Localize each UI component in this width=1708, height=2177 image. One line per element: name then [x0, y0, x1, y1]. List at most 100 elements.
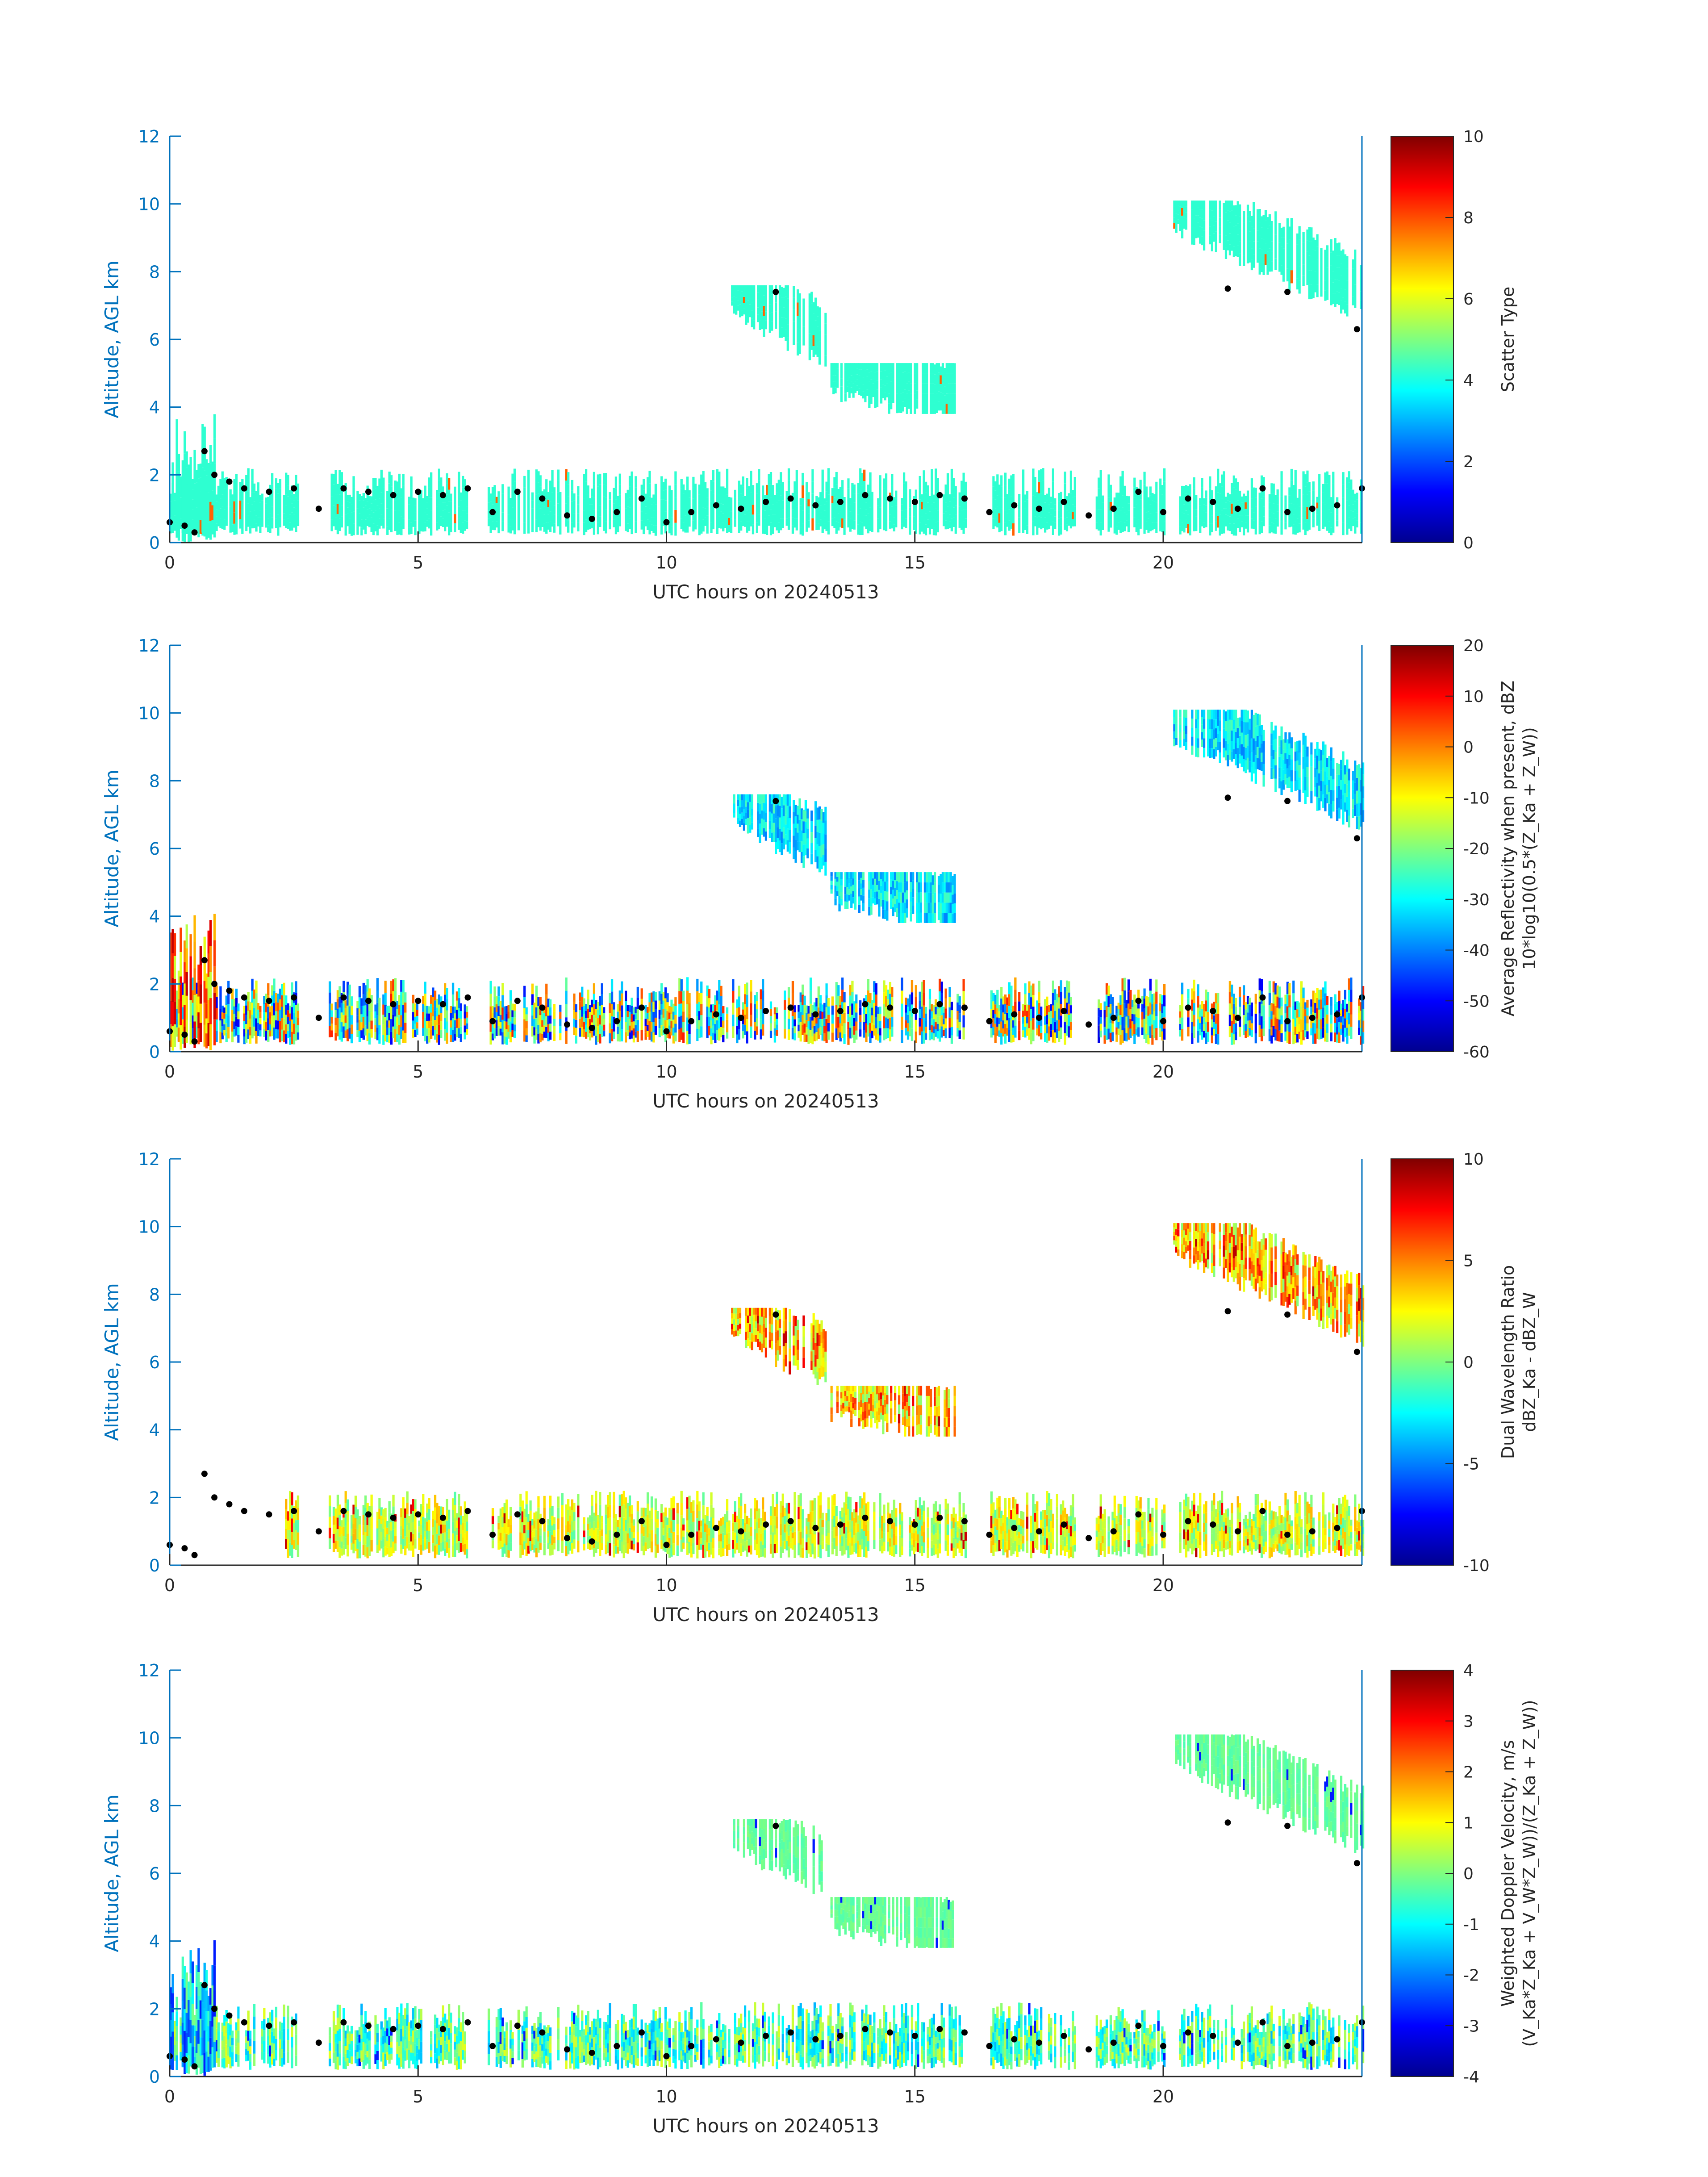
echo-cell — [1135, 1029, 1138, 1036]
echo-cell — [747, 315, 749, 323]
echo-cell — [1197, 1007, 1199, 1020]
echo-cell — [650, 511, 653, 518]
echo-cell — [859, 1029, 862, 1037]
echo-cell — [819, 499, 822, 506]
echo-cell — [799, 1022, 802, 1032]
echo-cell — [233, 1029, 236, 1037]
echo-cell — [815, 1006, 818, 1015]
cloud-base-marker — [489, 509, 496, 515]
echo-cell — [336, 999, 339, 1009]
echo-cell — [1065, 524, 1069, 531]
echo-cell — [243, 1021, 246, 1029]
echo-cell — [914, 373, 916, 384]
echo-cell — [883, 980, 885, 993]
echo-cell — [654, 515, 657, 526]
echo-cell — [1350, 500, 1353, 511]
echo-cell — [648, 1002, 651, 1012]
echo-cell — [762, 485, 764, 495]
echo-cell — [372, 478, 375, 489]
echo-cell — [336, 504, 339, 514]
echo-cell — [450, 517, 452, 525]
echo-cell — [609, 499, 611, 507]
echo-cell — [1342, 510, 1345, 523]
echo-cell — [1185, 206, 1188, 213]
echo-cell — [855, 994, 858, 1004]
echo-cell — [1352, 504, 1354, 512]
echo-cell — [923, 383, 926, 394]
echo-cell — [1161, 494, 1164, 504]
echo-cell — [205, 459, 208, 476]
echo-cell — [422, 1028, 425, 1036]
echo-cell — [644, 506, 647, 514]
echo-cell — [763, 285, 765, 296]
echo-cell — [376, 515, 379, 526]
echo-cell — [1203, 1031, 1206, 1038]
echo-cell — [856, 363, 859, 369]
echo-cell — [1197, 222, 1199, 230]
echo-cell — [885, 1028, 888, 1039]
echo-cell — [775, 302, 777, 312]
echo-cell — [1224, 520, 1228, 526]
echo-cell — [1228, 201, 1231, 212]
echo-cell — [1240, 496, 1243, 503]
echo-cell — [398, 995, 401, 1005]
echo-cell — [1000, 486, 1003, 498]
echo-cell — [338, 997, 341, 1008]
echo-cell — [799, 498, 802, 506]
echo-cell — [735, 303, 738, 309]
echo-cell — [388, 1035, 391, 1043]
echo-cell — [766, 485, 768, 495]
echo-cell — [513, 1031, 516, 1038]
echo-cell — [936, 510, 939, 522]
echo-cell — [378, 518, 381, 529]
echo-cell — [1012, 1006, 1015, 1013]
echo-cell — [958, 996, 961, 1005]
echo-cell — [398, 486, 401, 498]
echo-cell — [422, 1003, 425, 1012]
echo-cell — [1127, 503, 1130, 511]
echo-cell — [451, 1030, 455, 1042]
echo-cell — [617, 496, 619, 503]
echo-cell — [631, 1022, 633, 1031]
echo-cell — [581, 1027, 584, 1037]
echo-cell — [928, 496, 931, 504]
echo-cell — [902, 392, 904, 402]
echo-cell — [768, 323, 771, 333]
echo-cell — [726, 481, 729, 495]
echo-cell — [749, 311, 752, 318]
echo-cell — [1163, 522, 1166, 535]
echo-cell — [1316, 508, 1319, 514]
echo-cell — [841, 1026, 844, 1038]
echo-cell — [1201, 1024, 1203, 1032]
echo-cell — [613, 519, 615, 527]
echo-cell — [362, 982, 365, 994]
echo-cell — [754, 1022, 756, 1031]
echo-cell — [867, 1013, 870, 1025]
echo-cell — [915, 516, 917, 525]
echo-cell — [926, 393, 928, 404]
echo-cell — [1348, 482, 1350, 494]
echo-cell — [587, 485, 589, 494]
echo-cell — [815, 1024, 818, 1032]
echo-cell — [1173, 223, 1176, 229]
echo-cell — [577, 504, 580, 514]
echo-cell — [910, 373, 912, 384]
echo-cell — [668, 1019, 671, 1026]
echo-cell — [791, 501, 794, 510]
echo-cell — [380, 481, 383, 493]
echo-cell — [219, 498, 222, 509]
echo-cell — [1213, 1029, 1215, 1036]
echo-cell — [364, 519, 367, 527]
echo-cell — [459, 517, 462, 525]
echo-cell — [793, 286, 795, 298]
echo-cell — [1119, 522, 1122, 533]
echo-cell — [728, 504, 731, 511]
echo-cell — [277, 1011, 280, 1021]
echo-cell — [863, 1014, 866, 1022]
echo-cell — [950, 481, 953, 494]
echo-cell — [495, 1004, 498, 1012]
echo-cell — [340, 505, 343, 517]
echo-cell — [535, 1007, 538, 1018]
echo-cell — [747, 300, 749, 308]
echo-cell — [1034, 516, 1036, 526]
